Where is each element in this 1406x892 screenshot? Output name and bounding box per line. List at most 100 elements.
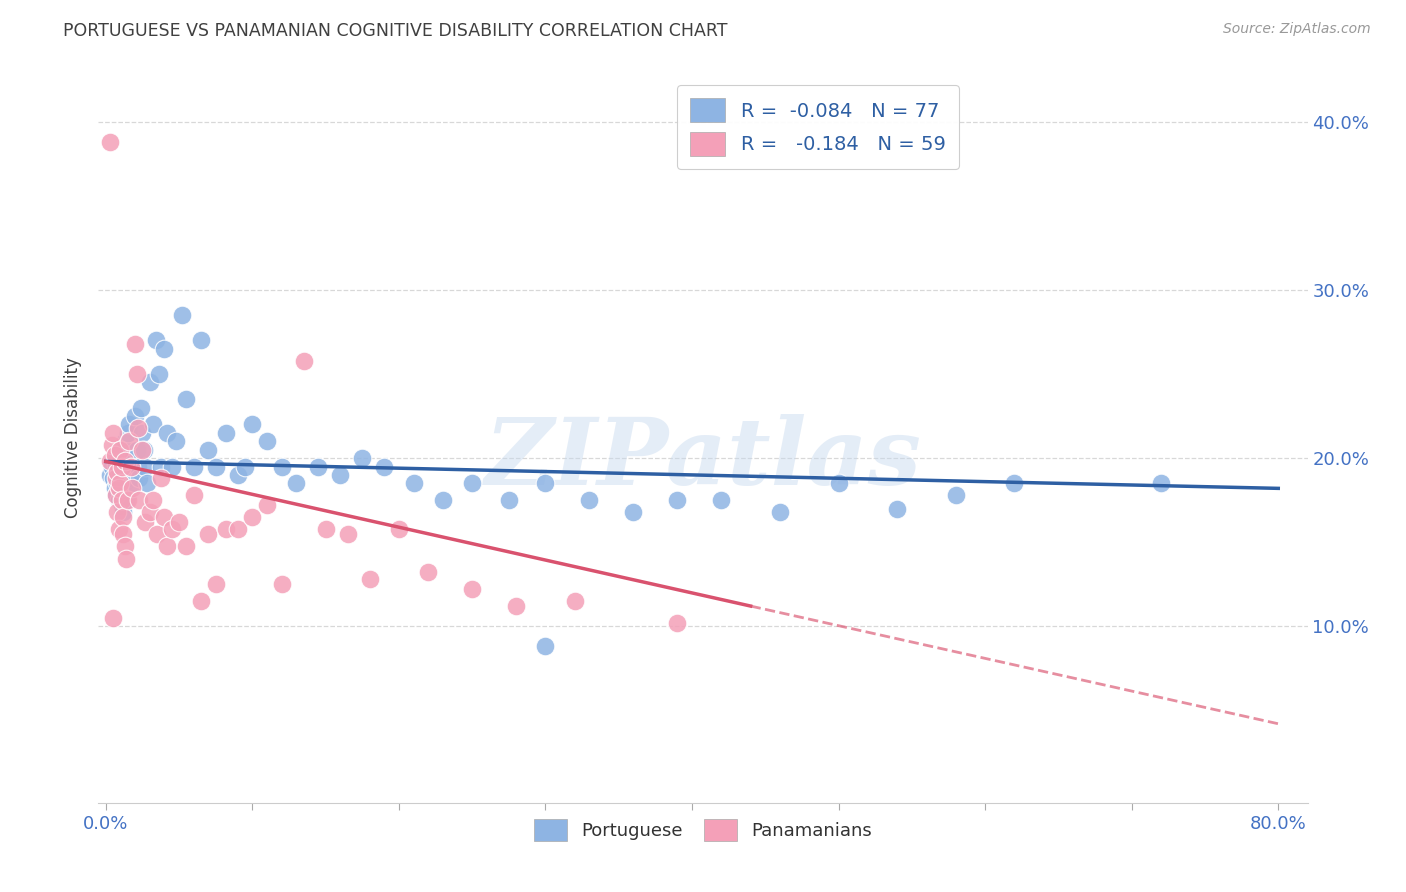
Point <box>121 481 143 495</box>
Point <box>388 522 411 536</box>
Point <box>107 465 129 479</box>
Text: Source: ZipAtlas.com: Source: ZipAtlas.com <box>1223 22 1371 37</box>
Point <box>165 434 187 449</box>
Point <box>226 467 249 482</box>
Point <box>176 539 198 553</box>
Point <box>285 476 308 491</box>
Point <box>117 425 139 440</box>
Point <box>150 459 173 474</box>
Point <box>114 454 136 468</box>
Point <box>505 599 527 613</box>
Point <box>111 493 134 508</box>
Point <box>146 526 169 541</box>
Point <box>1150 476 1173 491</box>
Point <box>111 459 134 474</box>
Point <box>103 448 125 462</box>
Point <box>886 501 908 516</box>
Point <box>329 467 352 482</box>
Point <box>117 493 139 508</box>
Point <box>98 135 121 149</box>
Point <box>197 526 219 541</box>
Point <box>204 577 226 591</box>
Point <box>105 458 128 472</box>
Point <box>190 334 212 348</box>
Point <box>621 505 644 519</box>
Point <box>461 582 484 597</box>
Point <box>215 522 238 536</box>
Point <box>666 493 689 508</box>
Point <box>108 481 131 495</box>
Point <box>226 522 249 536</box>
Point <box>100 437 122 451</box>
Point <box>153 510 176 524</box>
Point <box>101 471 124 485</box>
Point <box>138 376 160 390</box>
Point <box>498 493 520 508</box>
Text: ZIPatlas: ZIPatlas <box>485 414 921 504</box>
Point <box>256 498 278 512</box>
Point <box>107 476 129 491</box>
Point <box>120 451 142 466</box>
Point <box>125 367 148 381</box>
Point <box>160 522 183 536</box>
Point <box>131 425 153 440</box>
Point <box>156 425 179 440</box>
Point <box>150 471 173 485</box>
Point <box>534 476 557 491</box>
Point <box>134 459 156 474</box>
Point <box>118 417 141 432</box>
Point <box>292 353 315 368</box>
Point <box>307 459 329 474</box>
Point <box>233 459 256 474</box>
Point <box>110 484 132 499</box>
Point <box>125 442 148 457</box>
Point <box>256 434 278 449</box>
Point <box>115 493 138 508</box>
Point <box>373 459 395 474</box>
Point <box>135 476 157 491</box>
Point <box>127 459 149 474</box>
Point <box>128 471 150 485</box>
Point <box>336 526 359 541</box>
Point <box>170 308 193 322</box>
Point <box>100 459 122 474</box>
Point <box>110 476 132 491</box>
Y-axis label: Cognitive Disability: Cognitive Disability <box>65 357 83 517</box>
Point <box>107 505 129 519</box>
Point <box>107 451 129 466</box>
Point <box>156 539 179 553</box>
Point <box>112 465 135 479</box>
Point <box>132 442 155 457</box>
Point <box>114 539 136 553</box>
Point <box>108 493 131 508</box>
Point <box>215 425 238 440</box>
Point <box>945 488 967 502</box>
Point <box>402 476 425 491</box>
Point <box>120 459 142 474</box>
Point <box>105 488 128 502</box>
Point <box>145 334 167 348</box>
Point <box>315 522 337 536</box>
Point <box>204 459 226 474</box>
Point <box>461 476 484 491</box>
Point <box>122 476 145 491</box>
Point <box>124 409 146 423</box>
Point <box>769 505 792 519</box>
Point <box>110 454 132 468</box>
Point <box>197 442 219 457</box>
Point <box>115 459 138 474</box>
Point <box>190 594 212 608</box>
Point <box>101 425 124 440</box>
Point <box>160 459 183 474</box>
Point <box>148 367 170 381</box>
Legend: Portuguese, Panamanians: Portuguese, Panamanians <box>527 812 879 848</box>
Point <box>167 515 190 529</box>
Point <box>112 510 135 524</box>
Point <box>111 442 134 457</box>
Point <box>183 488 205 502</box>
Point <box>142 417 165 432</box>
Point <box>112 526 135 541</box>
Text: PORTUGUESE VS PANAMANIAN COGNITIVE DISABILITY CORRELATION CHART: PORTUGUESE VS PANAMANIAN COGNITIVE DISAB… <box>63 22 728 40</box>
Point <box>432 493 454 508</box>
Point <box>578 493 600 508</box>
